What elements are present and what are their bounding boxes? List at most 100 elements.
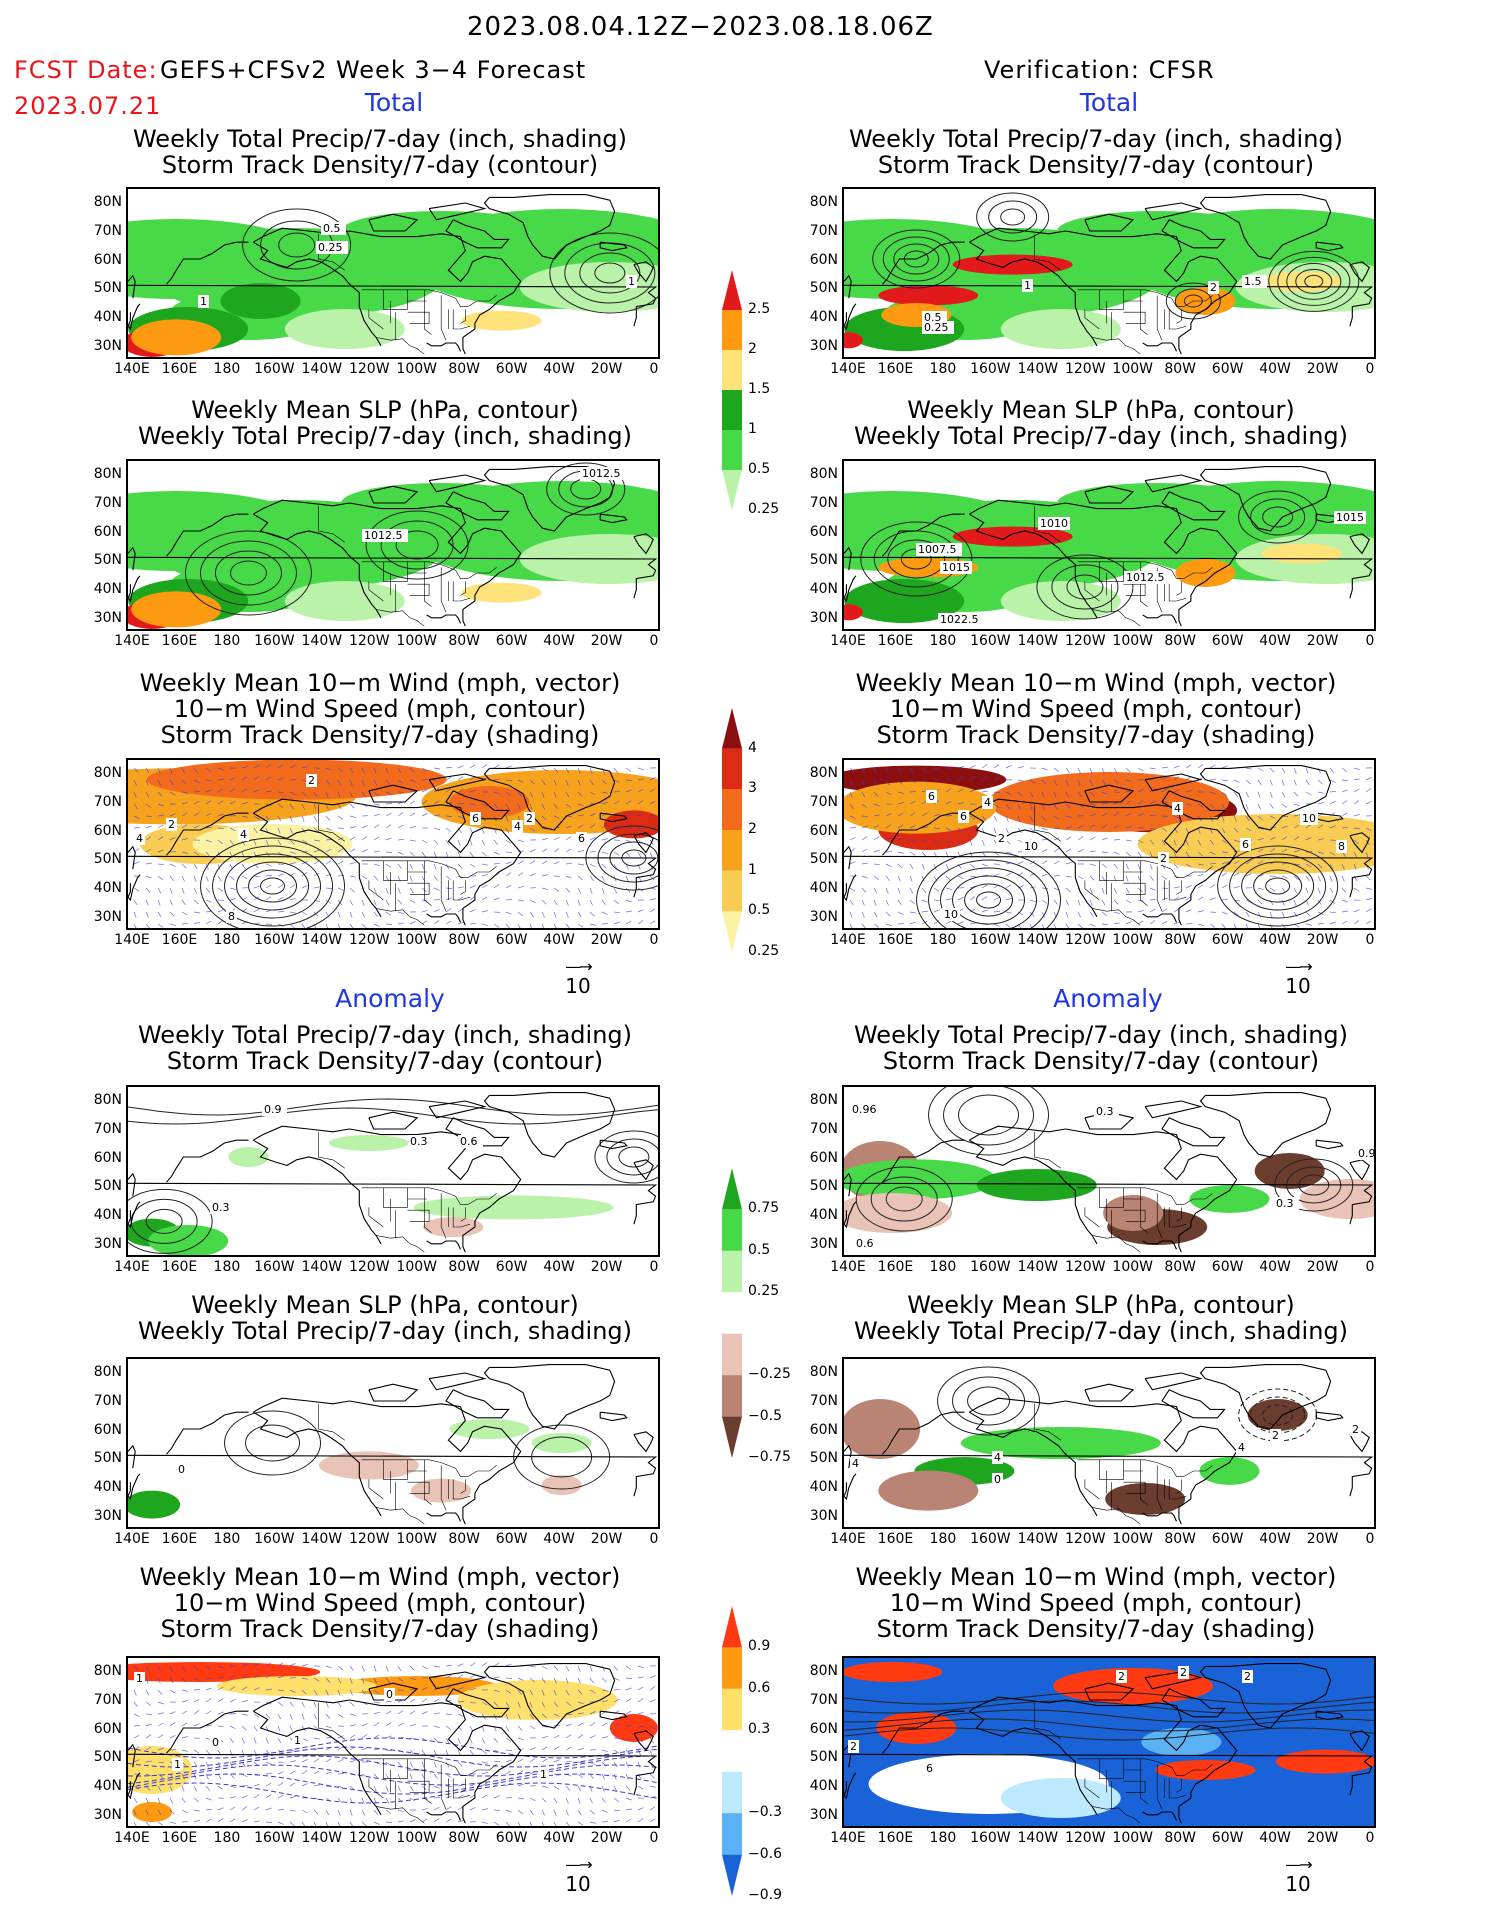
contour-label-bg xyxy=(1242,275,1267,288)
lat-tick-label: 70N xyxy=(809,1692,838,1708)
contour-label: 4 xyxy=(852,1457,859,1470)
lon-tick-label: 60W xyxy=(1211,1830,1244,1846)
contour-label-bg xyxy=(226,910,237,923)
contour-label-bg xyxy=(1334,511,1366,524)
lon-tick-label: 80W xyxy=(448,633,481,649)
colorbar-label: −0.5 xyxy=(748,1407,782,1424)
lat-tick-label: 50N xyxy=(809,1749,838,1766)
lon-tick-label: 140W xyxy=(301,1259,343,1275)
colorbar-label: 0.75 xyxy=(748,1200,780,1217)
colorbar-label: 0.25 xyxy=(748,943,780,959)
colorbar-segment xyxy=(722,748,742,790)
lon-tick-label: 160E xyxy=(877,633,914,649)
lon-tick-label: 40W xyxy=(1259,633,1291,649)
lon-tick-label: 120W xyxy=(1064,1531,1106,1547)
contour-label: 0 xyxy=(994,1473,1001,1486)
lon-tick-label: 20W xyxy=(1306,932,1339,948)
contour-label-bg xyxy=(576,832,587,845)
lon-tick-label: 80W xyxy=(448,1830,481,1846)
contour-label-bg xyxy=(210,1201,235,1214)
lon-tick-label: 100W xyxy=(396,633,438,649)
lat-tick-label: 60N xyxy=(809,523,838,540)
lat-tick-label: 80N xyxy=(809,466,838,483)
colorbar-storm-total xyxy=(722,708,742,952)
lon-tick-label: 20W xyxy=(590,1259,623,1275)
lat-tick-label: 50N xyxy=(93,1749,122,1766)
verification-title: Verification: CFSR xyxy=(984,56,1215,84)
lon-tick-label: 160E xyxy=(161,1531,198,1547)
map-panel-verification-anomaly-slp: 4 4 0 2 2 4 xyxy=(842,1357,1376,1529)
lon-tick-label: 80W xyxy=(1164,633,1197,649)
map-panel-verification-total-precip: 1.5 2 0.5 0.25 1 xyxy=(842,187,1376,359)
contour-label-bg xyxy=(1094,1105,1119,1118)
lon-tick-label: 0 xyxy=(649,361,659,377)
lon-tick-label: 100W xyxy=(396,1830,438,1846)
lat-tick-label: 80N xyxy=(93,466,122,483)
title-v-an-precip: Weekly Total Precip/7-day (inch, shading… xyxy=(853,1021,1348,1075)
map-panel-forecast-total-slp: 1012.5 1012.5 xyxy=(126,459,660,631)
title-f-an-precip: Weekly Total Precip/7-day (inch, shading… xyxy=(137,1021,632,1075)
contour-label: 4 xyxy=(514,820,521,833)
lon-tick-label: 160W xyxy=(970,932,1011,948)
lon-tick-label: 160W xyxy=(254,1259,295,1275)
contour-label: 6 xyxy=(1242,838,1249,851)
lon-tick-label: 60W xyxy=(495,1259,528,1275)
lat-tick-label: 60N xyxy=(809,1720,838,1737)
contour-label-bg xyxy=(1116,1670,1127,1683)
lat-tick-label: 60N xyxy=(93,1149,122,1166)
lon-tick-label: 180 xyxy=(929,932,957,948)
lon-tick-label: 80W xyxy=(448,1531,481,1547)
colorbar-label: 4 xyxy=(748,739,757,756)
contour-label: 4 xyxy=(994,1451,1001,1464)
lat-tick-label: 80N xyxy=(809,765,838,782)
contour-label-bg xyxy=(384,1688,395,1701)
lon-tick-label: 180 xyxy=(213,361,241,377)
lon-tick-label: 100W xyxy=(396,361,438,377)
contour-label-bg xyxy=(1022,840,1040,853)
contour-label-bg xyxy=(982,796,993,809)
colorbar-segment xyxy=(722,1730,742,1772)
contour-label-bg xyxy=(922,311,947,324)
lon-tick-label: 40W xyxy=(1259,361,1291,377)
lon-tick-label: 60W xyxy=(1211,1259,1244,1275)
contour-label: 1007.5 xyxy=(918,543,957,556)
colorbar-segment xyxy=(722,270,742,310)
colorbar-label: 3 xyxy=(748,780,757,797)
lon-tick-label: 40W xyxy=(543,1830,575,1846)
lat-tick-label: 70N xyxy=(93,794,122,810)
lat-tick-label: 50N xyxy=(809,1178,838,1195)
lon-tick-label: 100W xyxy=(1112,1259,1154,1275)
contour-label: 6 xyxy=(578,832,585,845)
lat-tick-label: 30N xyxy=(809,1806,838,1823)
lon-tick-label: 60W xyxy=(495,361,528,377)
lon-tick-label: 160E xyxy=(877,1830,914,1846)
map-panel-forecast-anomaly-wind: 1 0 0 1 1 1 xyxy=(126,1656,660,1828)
lat-tick-label: 40N xyxy=(93,1207,122,1223)
contour-label-bg xyxy=(172,1758,183,1771)
lon-tick-label: 160E xyxy=(161,361,198,377)
lon-tick-label: 140W xyxy=(1017,1531,1059,1547)
lon-tick-label: 160W xyxy=(254,1830,295,1846)
contour-label-bg xyxy=(922,321,954,334)
title-f-tot-precip: Weekly Total Precip/7-day (inch, shading… xyxy=(132,125,627,179)
lon-tick-label: 160E xyxy=(161,633,198,649)
colorbar-storm-anomaly xyxy=(722,1606,742,1896)
lon-tick-label: 140E xyxy=(114,1830,150,1846)
lat-tick-label: 70N xyxy=(809,794,838,810)
colorbar-segment xyxy=(722,911,742,952)
contour-label: 2 xyxy=(1160,852,1167,865)
colorbar-label: 1.5 xyxy=(748,381,771,397)
contour-label: 2 xyxy=(998,832,1005,845)
contour-label-bg xyxy=(538,1768,549,1781)
lat-tick-label: 70N xyxy=(93,1692,122,1708)
lon-tick-label: 160E xyxy=(161,1259,198,1275)
colorbar-segment xyxy=(722,1606,742,1648)
colorbar-precip-total xyxy=(722,270,742,510)
contour-label-bg xyxy=(321,222,346,235)
lon-tick-label: 60W xyxy=(495,1830,528,1846)
title-f-tot-wind: Weekly Mean 10−m Wind (mph, vector) 10−m… xyxy=(139,669,621,749)
lat-tick-label: 70N xyxy=(93,1121,122,1137)
contour-label: 2 xyxy=(1272,1429,1279,1442)
vector-ref-v-tot: —→ 10 xyxy=(1285,957,1312,999)
